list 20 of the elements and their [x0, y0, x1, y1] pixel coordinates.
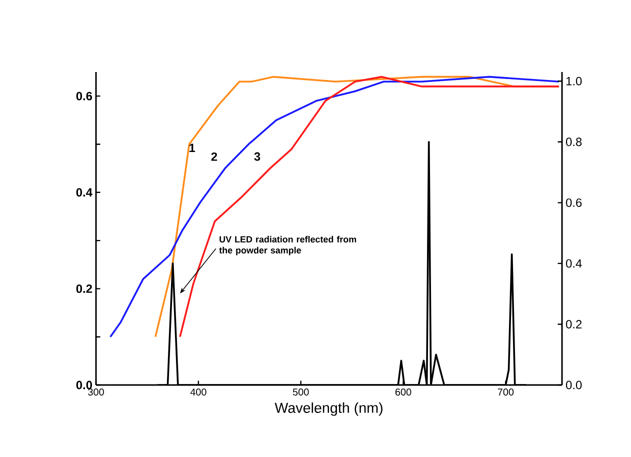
y2-tick-label: 0.8	[566, 138, 582, 146]
x-axis-title: Wavelength (nm)	[274, 402, 382, 416]
y-tick-label: 0.6	[76, 92, 92, 100]
y-tick-label: 0.4	[76, 188, 92, 197]
y-tick-label: 0.2	[76, 284, 92, 293]
series-label: 1	[189, 144, 196, 152]
x-tick-label: 700	[498, 388, 514, 396]
annotation: UV LED radiation reflected from the powder sample	[219, 236, 356, 256]
x-tick-label: 300	[88, 388, 104, 396]
x-tick-label: 600	[395, 388, 412, 396]
y2-tick-label: 0.4	[566, 259, 582, 268]
y-tick-label: 0.0	[76, 380, 92, 390]
y2-tick-label: 0.0	[566, 380, 582, 390]
y2-tick-label: 0.2	[566, 320, 582, 328]
x-tick-label: 500	[292, 388, 309, 396]
y2-tick-label: 0.6	[566, 198, 582, 207]
x-tick-label: 400	[190, 388, 206, 396]
series-label: 2	[211, 152, 218, 161]
y2-tick-label: 1.0	[566, 76, 582, 86]
series-label: 3	[254, 152, 260, 161]
